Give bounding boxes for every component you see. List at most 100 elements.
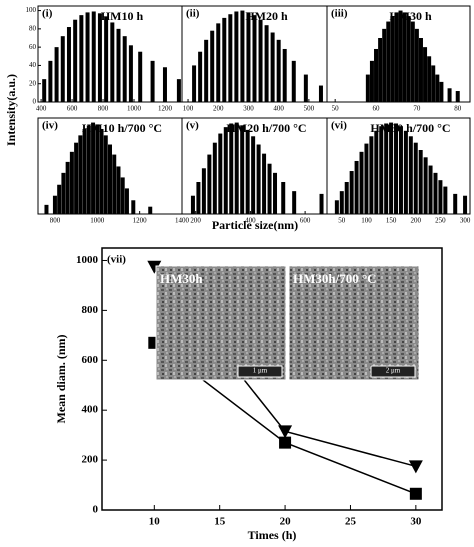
bar: [48, 60, 53, 102]
x-axis-label: Times (h): [248, 528, 297, 542]
bar: [439, 81, 444, 102]
bar: [282, 48, 287, 102]
x-tick-label: 30: [410, 516, 422, 528]
bar: [201, 168, 206, 214]
bar: [374, 130, 379, 214]
x-tick-label: 80: [454, 105, 462, 113]
bar: [262, 153, 267, 214]
bar: [276, 39, 281, 102]
panel-title: HM20 h: [245, 9, 288, 23]
y-axis-label: Mean diam. (nm): [54, 335, 68, 424]
bar: [74, 142, 79, 214]
plot-frame: [101, 247, 443, 511]
bar: [291, 60, 296, 102]
bar: [150, 60, 155, 102]
bar: [116, 166, 121, 214]
marker: [278, 425, 293, 439]
y-tick-label: 800: [82, 304, 99, 316]
panel-label: (iii): [331, 8, 348, 20]
bar: [246, 12, 251, 102]
y-tick-label: 200: [82, 454, 99, 466]
x-tick-label: 400: [36, 105, 47, 113]
bar: [369, 136, 374, 214]
x-tick-label: 600: [300, 217, 311, 225]
bar: [403, 130, 408, 214]
bar: [192, 65, 197, 102]
bar: [86, 125, 91, 214]
bar: [303, 74, 308, 102]
bar: [79, 15, 84, 102]
inset-image: [288, 265, 420, 381]
x-tick-label: 600: [67, 105, 78, 113]
bar: [65, 161, 70, 214]
bar: [212, 142, 217, 214]
bar: [162, 67, 167, 102]
bar: [42, 79, 47, 102]
x-tick-label: 400: [273, 105, 284, 113]
inset-label: HM30h: [160, 271, 203, 286]
panel-title: HM30 h/700 °C: [370, 121, 450, 135]
panel-label: (v): [186, 120, 199, 132]
panel-title: HM10 h: [101, 9, 144, 23]
bar: [138, 51, 143, 102]
x-tick-label: 1200: [158, 105, 173, 113]
bar: [104, 16, 109, 102]
bar: [334, 200, 339, 214]
bar: [408, 136, 413, 214]
bar: [148, 206, 153, 214]
x-tick-label: 15: [214, 516, 226, 528]
bar: [455, 91, 460, 102]
x-tick-label: 200: [213, 105, 224, 113]
bar: [384, 123, 389, 214]
bar: [198, 51, 203, 102]
x-tick-label: 200: [411, 217, 422, 225]
bar: [319, 193, 324, 214]
x-tick-label: 50: [338, 217, 346, 225]
bar: [264, 25, 269, 103]
bar: [447, 88, 452, 102]
panel-frame: [326, 5, 471, 103]
y-tick-label: 1000: [76, 254, 99, 266]
bar: [128, 45, 133, 102]
bar: [292, 191, 297, 214]
bar: [103, 135, 108, 214]
x-tick-label: 50: [332, 105, 340, 113]
panel-title: HM20 h/700 °C: [226, 121, 306, 135]
bar: [423, 47, 428, 102]
bar: [97, 13, 102, 102]
panel-label: (vii): [107, 254, 126, 266]
bar: [349, 171, 354, 214]
bar: [354, 160, 359, 214]
y-axis-label: Intensity(a.u.): [4, 74, 18, 146]
bar: [418, 150, 423, 214]
x-tick-label: 300: [243, 105, 254, 113]
x-tick-label: 1200: [133, 217, 148, 225]
y-tick-label: 60: [29, 43, 37, 51]
bar: [73, 19, 78, 102]
inset-image: [155, 265, 287, 381]
bar: [190, 195, 195, 214]
bar: [54, 47, 59, 102]
bar: [344, 182, 349, 214]
bar: [131, 200, 136, 214]
bar: [240, 125, 245, 214]
y-tick-label: 0: [33, 98, 37, 106]
bar: [374, 48, 379, 102]
bar: [252, 15, 257, 102]
bar: [359, 151, 364, 214]
bar: [339, 191, 344, 214]
bar: [423, 157, 428, 214]
bar: [99, 128, 104, 214]
marker: [409, 487, 422, 500]
bar: [453, 193, 458, 214]
bar: [112, 154, 117, 214]
bar: [60, 36, 65, 102]
bar: [364, 143, 369, 214]
scale-label: 1 μm: [253, 367, 268, 375]
bar: [44, 204, 49, 214]
x-tick-label: 200: [190, 217, 201, 225]
bar: [124, 188, 129, 214]
bar: [210, 30, 215, 102]
x-tick-label: 300: [460, 217, 471, 225]
